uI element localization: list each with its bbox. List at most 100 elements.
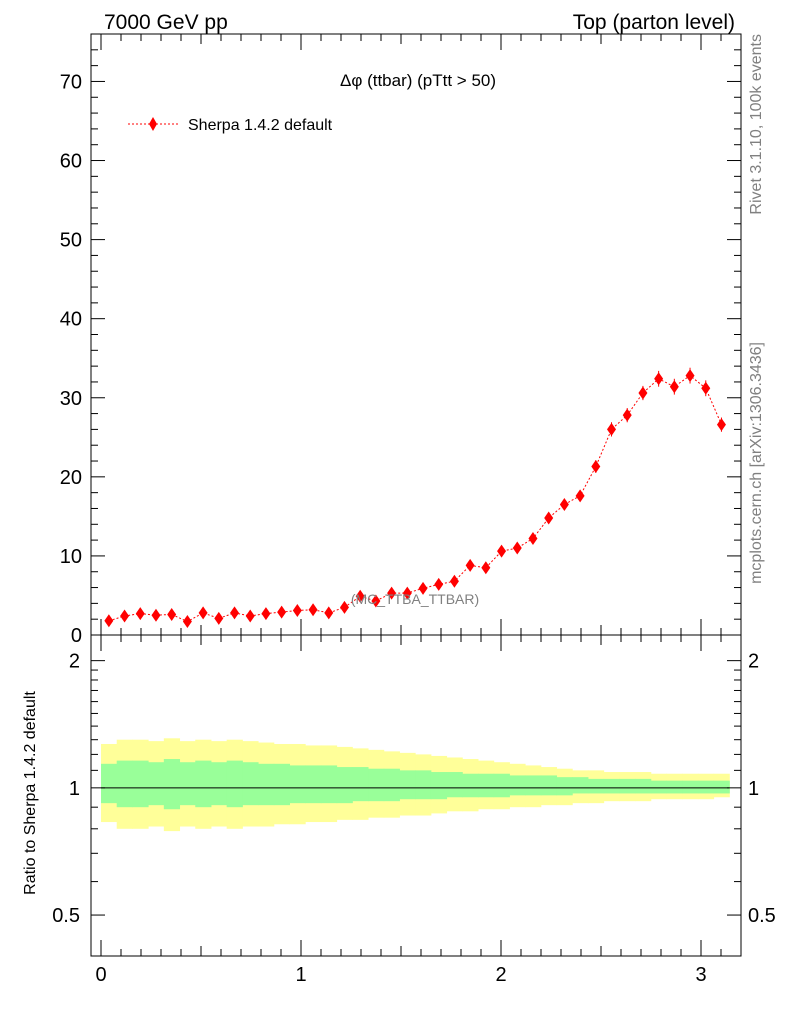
- ratio-plot-frame: [90, 634, 742, 957]
- data-point: [449, 574, 459, 588]
- data-point: [167, 607, 177, 621]
- ratio-band-inner: [650, 780, 667, 794]
- data-point: [559, 498, 569, 512]
- ratio-band-inner: [132, 760, 149, 808]
- legend-label: Sherpa 1.4.2 default: [188, 117, 333, 134]
- ratio-band-inner: [713, 780, 730, 794]
- ratio-band-inner: [556, 777, 573, 796]
- ratio-band-inner: [603, 778, 620, 794]
- ratio-band-inner: [336, 767, 353, 804]
- legend-marker: [149, 117, 157, 131]
- y-tick-label: 40: [60, 309, 82, 331]
- y-tick-label: 30: [60, 388, 82, 410]
- ratio-band-inner: [415, 770, 432, 800]
- data-point: [261, 607, 271, 621]
- ratio-y-tick-label-left: 1: [69, 778, 80, 800]
- series-line: [108, 374, 722, 623]
- data-point: [622, 408, 632, 422]
- ratio-band-inner: [210, 762, 228, 806]
- ratio-band-inner: [540, 775, 558, 796]
- ratio-band-inner: [462, 773, 479, 798]
- ratio-plot: 0.5 0.5 1 1 2 2 0 1 2 3 Ratio to Sherpa 1.4.2 def…: [22, 634, 776, 986]
- ratio-band-inner: [320, 765, 338, 804]
- ratio-band-inner: [258, 763, 275, 806]
- data-point: [654, 372, 664, 386]
- y-tick-label: 50: [60, 230, 82, 252]
- ratio-band-inner: [273, 763, 290, 806]
- ratio-band-inner: [195, 760, 212, 808]
- data-point: [355, 589, 365, 603]
- ratio-band-inner: [116, 760, 133, 808]
- ratio-y-tick-label-right: 0.5: [748, 905, 776, 927]
- x-tick-label: 3: [695, 964, 706, 986]
- data-point: [638, 386, 648, 400]
- ratio-band-inner: [242, 762, 259, 806]
- data-point: [575, 489, 585, 503]
- data-point: [339, 600, 349, 614]
- data-point: [151, 608, 161, 622]
- data-point: [481, 561, 491, 575]
- rivet-version-label: Rivet 3.1.10, 100k events: [748, 34, 765, 215]
- ratio-band-inner: [493, 773, 510, 798]
- data-point: [230, 606, 240, 620]
- data-point: [418, 581, 428, 595]
- legend: Sherpa 1.4.2 default: [128, 117, 333, 134]
- ratio-band-inner: [226, 760, 243, 808]
- data-point: [434, 577, 444, 591]
- ratio-band-inner: [509, 775, 526, 796]
- ratio-band-inner: [305, 765, 322, 804]
- ratio-band-inner: [525, 775, 542, 796]
- main-plot: 0 10 20 30 40 50 60 70 Δφ (ttbar) (pTtt > 50) (…: [60, 33, 742, 647]
- data-point: [277, 605, 287, 619]
- data-point: [387, 586, 397, 600]
- y-tick-label: 60: [60, 151, 82, 173]
- data-point: [104, 614, 114, 628]
- ratio-band-inner: [587, 778, 605, 794]
- ratio-band-inner: [101, 763, 118, 804]
- x-tick-label: 2: [495, 964, 506, 986]
- mcplots-reference-label: mcplots.cern.ch [arXiv:1306.3436]: [748, 342, 765, 584]
- y-tick-label: 20: [60, 467, 82, 489]
- data-point: [607, 422, 616, 436]
- data-point: [371, 594, 381, 608]
- ratio-band-inner: [619, 778, 636, 794]
- x-tick-label: 0: [95, 964, 106, 986]
- data-point: [544, 511, 554, 525]
- data-point: [716, 418, 726, 432]
- ratio-y-tick-label-right: 2: [748, 651, 759, 673]
- ratio-band-inner: [697, 780, 715, 794]
- ratio-band-inner: [446, 772, 463, 798]
- data-point: [685, 369, 695, 383]
- data-point: [591, 460, 601, 474]
- data-point: [292, 603, 302, 617]
- data-point: [120, 609, 130, 623]
- y-tick-label: 70: [60, 71, 82, 93]
- plot-title: Δφ (ttbar) (pTtt > 50): [340, 71, 496, 90]
- ratio-band-inner: [289, 765, 306, 804]
- ratio-band-inner: [368, 768, 385, 802]
- ratio-band-inner: [383, 768, 400, 802]
- data-point: [402, 586, 412, 600]
- data-point: [214, 611, 224, 625]
- ratio-band-inner: [477, 773, 495, 798]
- ratio-band-inner: [399, 770, 416, 800]
- data-point: [308, 603, 318, 617]
- data-point: [528, 532, 538, 546]
- data-point: [245, 609, 255, 623]
- ratio-y-tick-label-right: 1: [748, 778, 759, 800]
- ratio-band-inner: [179, 762, 196, 806]
- ratio-band-inner: [163, 759, 181, 810]
- ratio-y-axis-label: Ratio to Sherpa 1.4.2 default: [22, 691, 39, 895]
- ratio-band-inner: [572, 777, 589, 794]
- data-point: [198, 606, 208, 620]
- analysis-label: (MC_TTBA_TTBAR): [351, 591, 479, 607]
- data-point: [701, 381, 711, 395]
- ratio-band-inner: [352, 767, 369, 802]
- y-tick-label: 0: [71, 625, 82, 647]
- data-point: [324, 606, 334, 620]
- header-collision-label: 7000 GeV pp: [104, 11, 228, 34]
- data-point: [497, 544, 507, 558]
- x-tick-label: 1: [295, 964, 306, 986]
- ratio-band-inner: [148, 762, 165, 806]
